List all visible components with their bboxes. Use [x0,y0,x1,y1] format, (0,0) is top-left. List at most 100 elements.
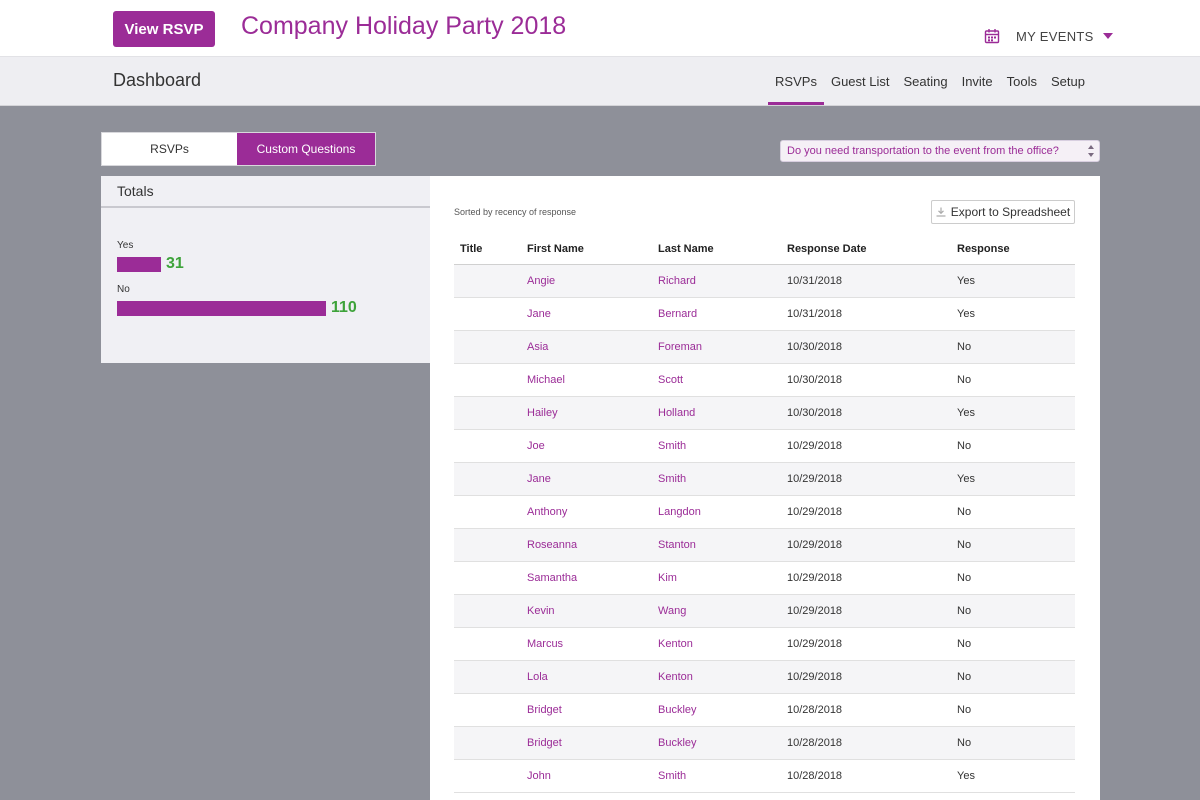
column-header-last-name[interactable]: Last Name [658,234,787,265]
table-row[interactable]: Bridget Buckley 10/28/2018 No [454,693,1075,727]
cell-last-name[interactable]: Smith [658,759,787,793]
nav-tools[interactable]: Tools [1006,73,1038,89]
cell-response: No [957,330,1075,364]
cell-first-name[interactable]: Samantha [527,561,658,595]
cell-response: No [957,561,1075,595]
cell-response-date: 10/31/2018 [787,297,957,331]
cell-last-name[interactable]: Buckley [658,726,787,760]
cell-last-name[interactable]: Bernard [658,297,787,331]
view-tabs: RSVPs Custom Questions [101,132,376,166]
cell-last-name[interactable]: Buckley [658,693,787,727]
table-row[interactable]: Roseanna Stanton 10/29/2018 No [454,528,1075,562]
responses-table: Title First Name Last Name Response Date… [454,234,1075,793]
column-header-response[interactable]: Response [957,234,1075,265]
cell-first-name[interactable]: Bridget [527,726,658,760]
column-header-response-date[interactable]: Response Date [787,234,957,265]
table-row[interactable]: John Smith 10/28/2018 Yes [454,759,1075,793]
table-row[interactable]: Jane Smith 10/29/2018 Yes [454,462,1075,496]
table-row[interactable]: Joe Smith 10/29/2018 No [454,429,1075,463]
event-title: Company Holiday Party 2018 [241,12,567,40]
cell-last-name[interactable]: Kim [658,561,787,595]
cell-last-name[interactable]: Wang [658,594,787,628]
cell-last-name[interactable]: Richard [658,264,787,298]
cell-last-name[interactable]: Foreman [658,330,787,364]
nav-rsvps[interactable]: RSVPs [768,57,824,105]
cell-title [454,693,527,727]
cell-last-name[interactable]: Kenton [658,627,787,661]
sort-note: Sorted by recency of response [454,207,577,217]
yes-count: 31 [166,255,184,272]
nav-setup[interactable]: Setup [1051,73,1085,89]
cell-first-name[interactable]: Bridget [527,693,658,727]
table-row[interactable]: Kevin Wang 10/29/2018 No [454,594,1075,628]
cell-response-date: 10/28/2018 [787,726,957,760]
cell-first-name[interactable]: Kevin [527,594,658,628]
cell-response-date: 10/29/2018 [787,627,957,661]
download-icon [936,207,946,217]
export-spreadsheet-button[interactable]: Export to Spreadsheet [931,200,1075,224]
cell-response: No [957,693,1075,727]
table-row[interactable]: Jane Bernard 10/31/2018 Yes [454,297,1075,331]
table-row[interactable]: Hailey Holland 10/30/2018 Yes [454,396,1075,430]
question-select[interactable]: Do you need transportation to the event … [780,140,1100,162]
cell-response-date: 10/28/2018 [787,759,957,793]
tab-custom-questions[interactable]: Custom Questions [237,133,375,165]
cell-first-name[interactable]: Joe [527,429,658,463]
cell-first-name[interactable]: Michael [527,363,658,397]
cell-first-name[interactable]: Asia [527,330,658,364]
cell-last-name[interactable]: Kenton [658,660,787,694]
cell-last-name[interactable]: Smith [658,429,787,463]
table-row[interactable]: Samantha Kim 10/29/2018 No [454,561,1075,595]
cell-first-name[interactable]: Hailey [527,396,658,430]
cell-first-name[interactable]: Lola [527,660,658,694]
table-row[interactable]: Marcus Kenton 10/29/2018 No [454,627,1075,661]
cell-response-date: 10/29/2018 [787,561,957,595]
column-header-first-name[interactable]: First Name [527,234,658,265]
table-row[interactable]: Michael Scott 10/30/2018 No [454,363,1075,397]
cell-last-name[interactable]: Scott [658,363,787,397]
cell-first-name[interactable]: Marcus [527,627,658,661]
page-title: Dashboard [113,70,202,90]
table-row[interactable]: Bridget Buckley 10/28/2018 No [454,726,1075,760]
yes-bar [117,256,161,272]
sub-nav-bar: Dashboard RSVPs Guest List Seating Invit… [0,57,1200,106]
table-row[interactable]: Asia Foreman 10/30/2018 No [454,330,1075,364]
table-row[interactable]: Lola Kenton 10/29/2018 No [454,660,1075,694]
cell-last-name[interactable]: Smith [658,462,787,496]
cell-title [454,726,527,760]
cell-response: No [957,627,1075,661]
table-row[interactable]: Angie Richard 10/31/2018 Yes [454,264,1075,298]
cell-last-name[interactable]: Stanton [658,528,787,562]
cell-last-name[interactable]: Holland [658,396,787,430]
cell-first-name[interactable]: Jane [527,297,658,331]
view-rsvp-button[interactable]: View RSVP [113,11,215,47]
cell-title [454,330,527,364]
top-bar: View RSVP Company Holiday Party 2018 MY … [0,0,1200,57]
totals-panel: Totals Yes 31 No 110 [101,176,430,363]
cell-first-name[interactable]: Roseanna [527,528,658,562]
no-count: 110 [331,299,357,316]
cell-first-name[interactable]: John [527,759,658,793]
cell-title [454,363,527,397]
cell-response: No [957,660,1075,694]
responses-panel: Sorted by recency of response Export to … [430,176,1100,800]
cell-title [454,759,527,793]
nav-guest-list[interactable]: Guest List [830,73,890,89]
tab-rsvps[interactable]: RSVPs [102,133,237,165]
cell-first-name[interactable]: Jane [527,462,658,496]
nav-seating[interactable]: Seating [903,73,948,89]
cell-first-name[interactable]: Anthony [527,495,658,529]
cell-title [454,528,527,562]
cell-first-name[interactable]: Angie [527,264,658,298]
cell-response-date: 10/29/2018 [787,660,957,694]
cell-response-date: 10/30/2018 [787,330,957,364]
my-events-dropdown[interactable]: MY EVENTS [984,26,1113,46]
cell-last-name[interactable]: Langdon [658,495,787,529]
column-header-title[interactable]: Title [454,234,527,265]
table-row[interactable]: Anthony Langdon 10/29/2018 No [454,495,1075,529]
cell-title [454,627,527,661]
cell-title [454,594,527,628]
totals-title: Totals [101,176,430,208]
nav-invite[interactable]: Invite [961,73,993,89]
cell-response-date: 10/29/2018 [787,495,957,529]
